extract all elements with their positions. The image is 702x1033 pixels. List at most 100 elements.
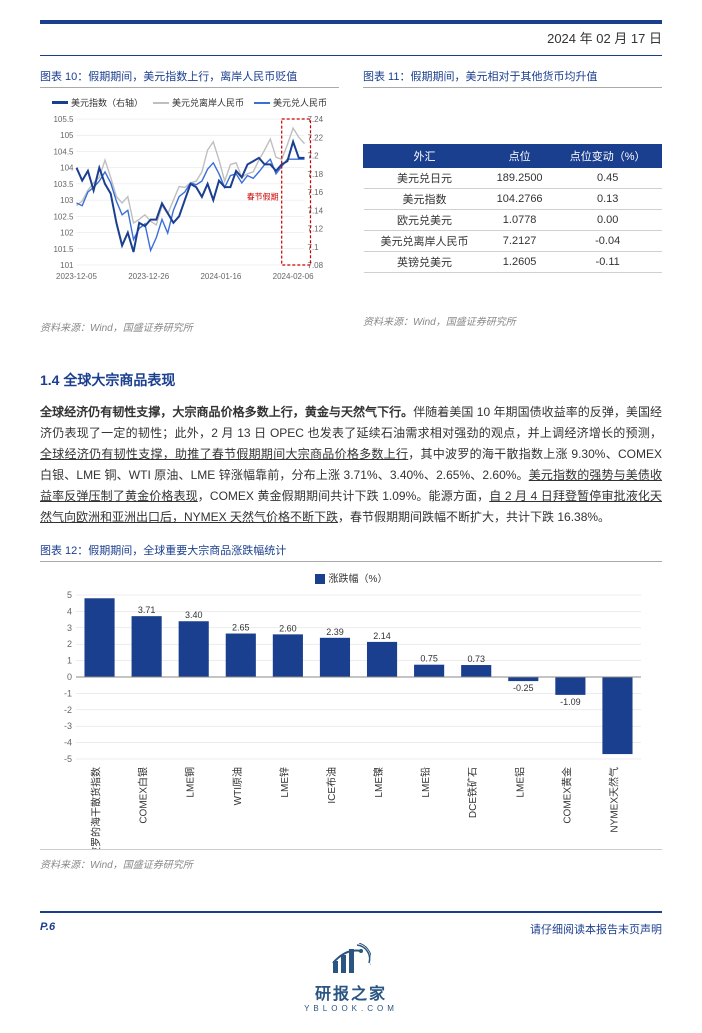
- svg-text:0: 0: [67, 672, 72, 682]
- svg-text:波罗的海干散货指数: 波罗的海干散货指数: [90, 767, 103, 849]
- svg-text:WTI原油: WTI原油: [231, 767, 244, 805]
- svg-text:0.75: 0.75: [420, 654, 438, 664]
- fx-header-cell: 外汇: [364, 145, 486, 168]
- svg-text:101.5: 101.5: [53, 245, 74, 254]
- fx-cell: -0.04: [554, 231, 662, 252]
- fx-cell: 0.13: [554, 189, 662, 210]
- top-bar: [40, 20, 662, 24]
- disclaimer: 请仔细阅读本报告末页声明: [530, 921, 662, 937]
- svg-text:-1.09: -1.09: [560, 697, 581, 707]
- logo-block: 研报之家 YBLOOK.COM: [40, 943, 662, 1013]
- svg-text:104.5: 104.5: [53, 147, 74, 156]
- chart10-legend: 美元指数（右轴） 美元兑离岸人民币美元兑人民币: [40, 96, 339, 109]
- svg-text:2: 2: [67, 639, 72, 649]
- svg-text:4: 4: [67, 606, 72, 616]
- svg-text:DCE铁矿石: DCE铁矿石: [466, 767, 479, 818]
- svg-text:-0.25: -0.25: [513, 683, 534, 693]
- svg-text:2.14: 2.14: [373, 631, 391, 641]
- svg-text:3.71: 3.71: [138, 605, 156, 615]
- chart12-legend-label: 涨跌幅（%）: [329, 574, 388, 585]
- fx-cell: 0.45: [554, 168, 662, 189]
- fx-header-cell: 点位变动（%）: [554, 145, 662, 168]
- svg-text:103: 103: [60, 196, 74, 205]
- chart11-col: 图表 11：假期期间，美元相对于其他货币均升值 外汇点位点位变动（%） 美元兑日…: [363, 68, 662, 350]
- svg-text:103.5: 103.5: [53, 180, 74, 189]
- svg-text:3: 3: [67, 623, 72, 633]
- legend-item: 美元兑离岸人民币: [153, 96, 244, 109]
- svg-text:LME铅: LME铅: [419, 767, 432, 798]
- chart12-title: 图表 12：假期期间，全球重要大宗商品涨跌幅统计: [40, 542, 662, 562]
- svg-text:7.2: 7.2: [308, 152, 320, 161]
- svg-text:101: 101: [60, 261, 74, 270]
- svg-text:104: 104: [60, 164, 74, 173]
- svg-text:春节假期: 春节假期: [247, 191, 279, 201]
- page-root: 2024 年 02 月 17 日 图表 10：假期期间，美元指数上行，离岸人民币…: [0, 0, 702, 1013]
- charts-row: 图表 10：假期期间，美元指数上行，离岸人民币贬值 美元指数（右轴）美元兑离岸人…: [40, 68, 662, 350]
- svg-text:-2: -2: [64, 705, 72, 715]
- footer: P.6 请仔细阅读本报告末页声明: [40, 911, 662, 937]
- fx-cell: 104.2766: [485, 189, 553, 210]
- svg-text:-1: -1: [64, 688, 72, 698]
- legend-item: 美元兑人民币: [254, 96, 327, 109]
- section-1-4-para: 全球经济仍有韧性支撑，大宗商品价格多数上行，黄金与天然气下行。伴随着美国 10 …: [40, 402, 662, 528]
- top-line: [40, 55, 662, 56]
- svg-text:LME镍: LME镍: [372, 767, 385, 798]
- fx-cell: 美元兑日元: [364, 168, 486, 189]
- logo-title: 研报之家: [40, 980, 662, 1004]
- fx-cell: 美元兑离岸人民币: [364, 231, 486, 252]
- svg-text:COMEX白银: COMEX白银: [137, 767, 150, 824]
- svg-text:5: 5: [67, 590, 72, 600]
- fx-cell: -0.11: [554, 252, 662, 273]
- svg-text:2023-12-26: 2023-12-26: [128, 272, 169, 281]
- svg-text:ICE布油: ICE布油: [325, 767, 338, 804]
- svg-text:NYMEX天然气: NYMEX天然气: [607, 767, 620, 833]
- chart12-legend: 涨跌幅（%）: [40, 570, 662, 585]
- table-row: 英镑兑美元1.2605-0.11: [364, 252, 662, 273]
- svg-text:7.1: 7.1: [308, 243, 320, 252]
- svg-text:102: 102: [60, 229, 74, 238]
- table-row: 美元兑日元189.25000.45: [364, 168, 662, 189]
- logo-sub: YBLOOK.COM: [40, 1004, 662, 1013]
- svg-text:2.39: 2.39: [326, 627, 344, 637]
- svg-text:-5: -5: [64, 754, 72, 764]
- chart10-svg: 101101.5102102.5103103.5104104.5105105.5…: [40, 113, 339, 283]
- table-row: 美元兑离岸人民币7.2127-0.04: [364, 231, 662, 252]
- fx-cell: 美元指数: [364, 189, 486, 210]
- chart12-svg: -5 -4 -3 -2 -1 0 1 2 3 4 5 波罗的海干散货指数 3.71 COMEX白银 3.40…: [40, 589, 662, 849]
- table-row: 欧元兑美元1.07780.00: [364, 210, 662, 231]
- fx-cell: 189.2500: [485, 168, 553, 189]
- chart10-col: 图表 10：假期期间，美元指数上行，离岸人民币贬值 美元指数（右轴）美元兑离岸人…: [40, 68, 339, 350]
- svg-text:2.65: 2.65: [232, 623, 250, 633]
- svg-text:0.73: 0.73: [467, 654, 485, 664]
- chart12-source: 资料来源：Wind，国盛证券研究所: [40, 856, 662, 871]
- svg-text:-4: -4: [64, 738, 72, 748]
- fx-cell: 1.0778: [485, 210, 553, 231]
- svg-text:102.5: 102.5: [53, 212, 74, 221]
- svg-text:2023-12-05: 2023-12-05: [56, 272, 97, 281]
- chart11-title: 图表 11：假期期间，美元相对于其他货币均升值: [363, 68, 662, 88]
- fx-cell: 0.00: [554, 210, 662, 231]
- svg-text:LME铝: LME铝: [514, 767, 526, 798]
- fx-cell: 7.2127: [485, 231, 553, 252]
- svg-text:LME铜: LME铜: [185, 767, 197, 798]
- svg-text:105.5: 105.5: [53, 115, 74, 124]
- svg-text:2.60: 2.60: [279, 623, 297, 633]
- svg-text:COMEX黄金: COMEX黄金: [560, 767, 573, 824]
- fx-cell: 1.2605: [485, 252, 553, 273]
- svg-text:3.40: 3.40: [185, 610, 203, 620]
- chart11-source: 资料来源：Wind，国盛证券研究所: [363, 313, 662, 328]
- logo-icon: [331, 943, 371, 975]
- fx-table: 外汇点位点位变动（%） 美元兑日元189.25000.45美元指数104.276…: [363, 144, 662, 273]
- legend-item: 美元指数（右轴）: [52, 96, 143, 109]
- chart12-box: 涨跌幅（%） -5 -4 -3 -2 -1 0 1 2 3 4 5 波罗的海干散货指数 3.71 COME…: [40, 570, 662, 850]
- svg-text:-3: -3: [64, 721, 72, 731]
- svg-text:LME锌: LME锌: [278, 767, 291, 798]
- chart10-box: 101101.5102102.5103103.5104104.5105105.5…: [40, 113, 339, 313]
- svg-text:2024-02-06: 2024-02-06: [273, 272, 314, 281]
- page-number: P.6: [40, 921, 55, 933]
- svg-text:2024-01-16: 2024-01-16: [200, 272, 241, 281]
- svg-text:1: 1: [67, 656, 72, 666]
- fx-cell: 欧元兑美元: [364, 210, 486, 231]
- table-row: 美元指数104.27660.13: [364, 189, 662, 210]
- header-date: 2024 年 02 月 17 日: [40, 28, 662, 47]
